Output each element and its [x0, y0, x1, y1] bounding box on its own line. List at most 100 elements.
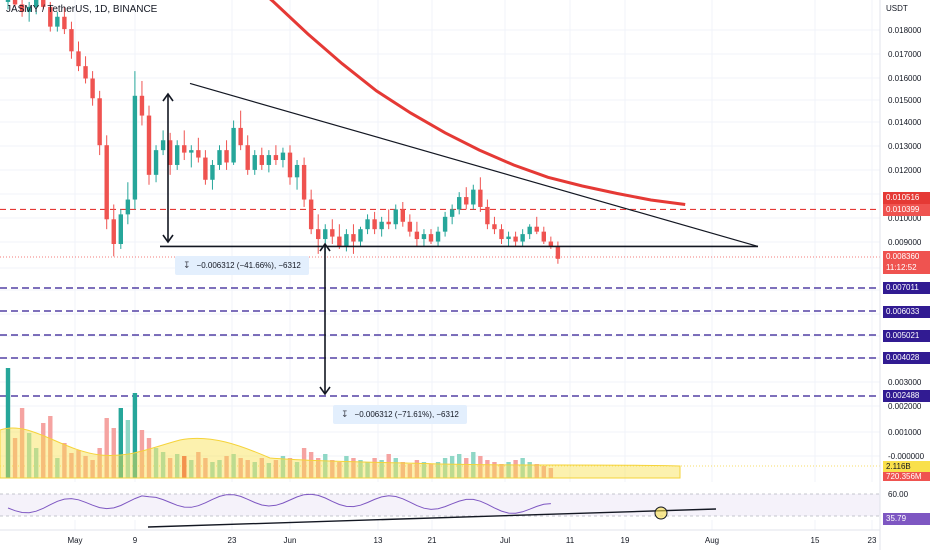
- volume-bar: [139, 430, 145, 478]
- candle-body: [442, 216, 448, 232]
- candle-body: [294, 164, 300, 178]
- measure-tooltip-short: ↧ −0.006312 (−41.66%), −6312: [175, 256, 309, 275]
- volume-bar: [153, 448, 159, 478]
- measure-tooltip-long: ↧ −0.006312 (−71.61%), −6312: [333, 405, 467, 424]
- candle-body: [97, 98, 102, 146]
- volume-bar: [189, 460, 194, 478]
- price-tick-label: 0.014000: [888, 118, 922, 127]
- candle-body: [210, 164, 215, 180]
- candle-body: [344, 234, 349, 247]
- volume-bar: [393, 458, 398, 478]
- volume-bar: [76, 450, 81, 478]
- volume-bar: [372, 458, 377, 478]
- volume-bar: [435, 462, 441, 478]
- price-tick-label: 0.015000: [888, 96, 922, 105]
- candle-body: [372, 219, 377, 230]
- measure-arrow-long-head-bottom: [319, 386, 331, 396]
- level-badge-4: 0.004028: [883, 352, 930, 364]
- candle-body: [252, 155, 257, 170]
- price-tick-label: 0.018000: [888, 26, 922, 35]
- candle-body: [548, 241, 554, 247]
- candle-body: [308, 199, 314, 230]
- volume-bar: [294, 462, 300, 478]
- volume-bar: [266, 463, 272, 478]
- volume-bar: [330, 460, 335, 478]
- volume-bar: [104, 418, 109, 478]
- volume-bar: [118, 408, 123, 478]
- volume-bar: [421, 462, 427, 478]
- volume-bar: [428, 464, 434, 478]
- volume-bar: [534, 464, 539, 478]
- volume-bar: [548, 468, 554, 478]
- volume-bar: [167, 458, 173, 478]
- candle-body: [118, 214, 123, 244]
- candle-body: [520, 234, 525, 242]
- candle-body: [132, 95, 138, 200]
- volume-ma-badge: 2.116B: [883, 461, 930, 473]
- volume-bar: [301, 448, 307, 478]
- price-tick-label: 0.009000: [888, 238, 922, 247]
- volume-bar: [485, 460, 490, 478]
- volume-bar: [358, 460, 363, 478]
- volume-bar: [506, 462, 511, 478]
- volume-bar: [520, 458, 525, 478]
- rsi-pane: [0, 482, 880, 528]
- candle-body: [5, 0, 11, 2]
- level-badge-2: 0.006033: [883, 306, 930, 318]
- volume-bar: [238, 458, 243, 478]
- candle-body: [541, 231, 546, 242]
- rsi-badge: 35.79: [883, 513, 930, 525]
- candle-body: [196, 150, 201, 158]
- descending-trendline: [189, 82, 759, 248]
- volume-bar: [146, 438, 152, 478]
- symbol-title[interactable]: JASMY / TetherUS, 1D, BINANCE: [6, 4, 158, 15]
- candle-body: [393, 209, 398, 225]
- candle-body: [48, 6, 53, 27]
- volume-bar: [210, 462, 215, 478]
- time-tick-label: Aug: [705, 536, 719, 545]
- candle-body: [316, 229, 321, 240]
- time-tick-label: May: [67, 536, 82, 545]
- candle-body: [104, 145, 109, 220]
- measure-arrow-short-head-top: [162, 92, 174, 102]
- volume-bar: [48, 416, 53, 478]
- volume-bar: [125, 420, 131, 478]
- time-tick-label: 11: [566, 536, 575, 545]
- candle-body: [62, 16, 67, 30]
- volume-bar: [407, 464, 413, 478]
- candle-body: [238, 127, 243, 146]
- volume-bar: [379, 460, 384, 478]
- price-tick-label: 0.010000: [888, 214, 922, 223]
- price-tick-label: 0.002000: [888, 402, 922, 411]
- measure-icon: ↧: [341, 409, 349, 419]
- measure-icon: ↧: [183, 260, 191, 270]
- candle-body: [386, 221, 391, 225]
- candle-body: [203, 157, 208, 180]
- volume-bar: [323, 454, 328, 478]
- volume-bar: [464, 458, 469, 478]
- price-tick-label: 0.001000: [888, 428, 922, 437]
- volume-ma-area: [0, 427, 681, 479]
- candle-body: [189, 150, 194, 153]
- candle-body: [534, 226, 539, 232]
- candle-body: [231, 127, 236, 163]
- volume-bar: [287, 458, 293, 478]
- time-tick-label: 23: [868, 536, 877, 545]
- volume-bar: [55, 458, 60, 478]
- volume-bar: [400, 462, 405, 478]
- candle-body: [224, 150, 229, 163]
- volume-bar: [224, 456, 229, 478]
- volume-bar: [160, 452, 166, 478]
- time-tick-label: Jul: [500, 536, 510, 545]
- candle-body: [83, 66, 88, 79]
- volume-bar: [442, 458, 448, 478]
- volume-bar: [449, 456, 455, 478]
- trendline-drawings[interactable]: [160, 82, 759, 396]
- candle-body: [330, 229, 335, 237]
- candle-body: [400, 209, 405, 222]
- volume-bar: [245, 460, 250, 478]
- volume-bar: [175, 454, 180, 478]
- horizontal-levels[interactable]: [0, 208, 880, 467]
- candle-body: [245, 145, 250, 170]
